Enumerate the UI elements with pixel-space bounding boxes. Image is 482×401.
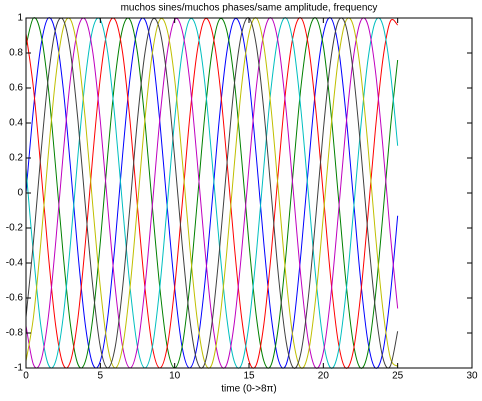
y-tick-label: 0.6 — [9, 83, 23, 94]
sine-line — [25, 17, 399, 369]
y-tick-label: -1 — [14, 363, 23, 374]
sine-line — [25, 17, 399, 369]
y-tick-label: -0.8 — [6, 328, 24, 339]
x-tick-label: 25 — [392, 371, 404, 382]
y-tick-label: 0.2 — [9, 153, 23, 164]
y-tick-label: 0.4 — [9, 118, 23, 129]
sine-line — [25, 17, 399, 369]
sine-line — [25, 17, 399, 369]
sine-line — [25, 17, 399, 369]
y-tick-label: 0.8 — [9, 48, 23, 59]
x-tick-label: 30 — [466, 371, 478, 382]
chart-title: muchos sines/muchos phases/same amplitud… — [121, 3, 378, 14]
y-tick-label: 1 — [17, 13, 23, 24]
sine-line — [25, 17, 399, 369]
x-tick-label: 0 — [23, 371, 29, 382]
x-axis-label: time (0->8π) — [221, 384, 277, 395]
x-tick-label: 15 — [243, 371, 255, 382]
y-tick-label: -0.2 — [6, 223, 24, 234]
y-tick-label: -0.4 — [6, 258, 24, 269]
x-tick-label: 5 — [98, 371, 104, 382]
x-tick-label: 20 — [318, 371, 330, 382]
y-tick-label: 0 — [17, 188, 23, 199]
x-tick-label: 10 — [169, 371, 181, 382]
y-tick-label: -0.6 — [6, 293, 24, 304]
sine-line — [25, 17, 399, 369]
